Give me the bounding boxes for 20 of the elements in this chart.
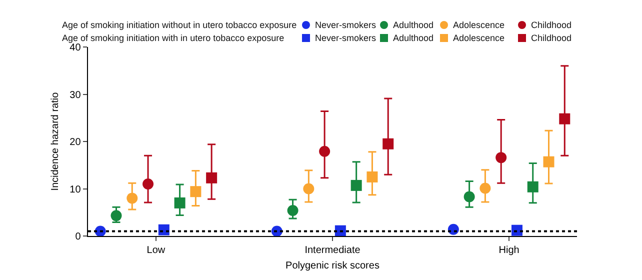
x-axis-title: Polygenic risk scores [286, 260, 380, 272]
legend-label: Childhood [531, 32, 572, 42]
y-tick-label: 20 [70, 137, 82, 148]
text: Age of smoking initiation with in utero tobacco exposure [62, 32, 286, 42]
text: Age of smoking initiation without in utero tobacco exposure [62, 20, 298, 30]
legend-label: Adulthood [393, 32, 434, 42]
legend-label: Never-smokers [315, 32, 376, 42]
x-tick-label: Intermediate [304, 245, 361, 256]
y-tick-label: 40 [70, 42, 82, 54]
y-tick-label: 30 [70, 90, 82, 101]
y-tick-label: 0 [75, 232, 82, 242]
legend-label: Never-smokers [315, 20, 376, 30]
y-axis-title: Incidence hazard ratio [50, 92, 61, 191]
legend-label: Childhood [531, 20, 572, 30]
y-tick-label: 10 [70, 184, 82, 196]
x-tick-label: Low [146, 245, 166, 256]
legend-label: Adolescence [453, 20, 505, 30]
legend-label: Adolescence [453, 32, 505, 42]
legend-label: Adulthood [393, 20, 434, 30]
x-tick-label: High [498, 245, 520, 256]
